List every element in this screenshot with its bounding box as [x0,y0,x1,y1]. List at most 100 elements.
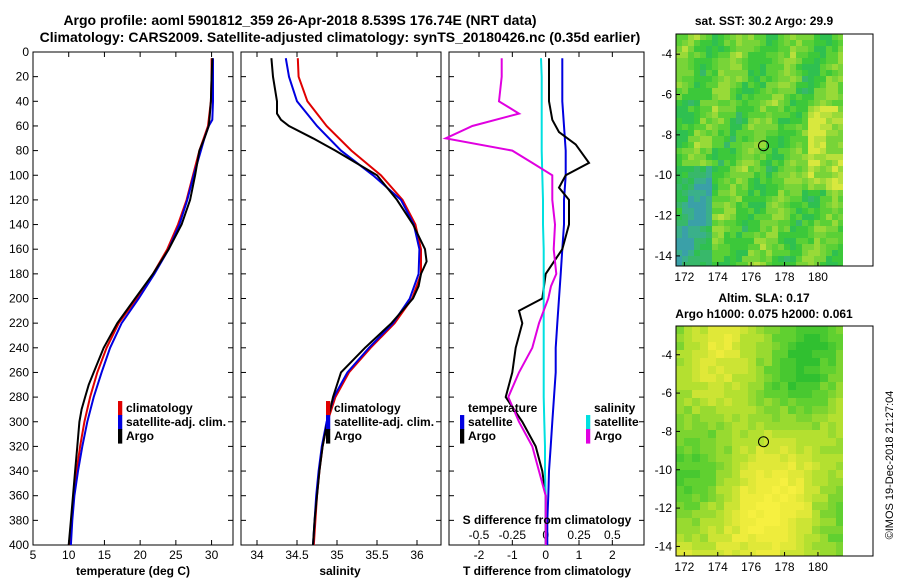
s-x-tick-label: -0.25 [499,528,527,542]
heatmap-cell [748,350,757,359]
t-difference-x-ticks: -2 -1 0 1 2 [474,52,616,562]
heatmap-cell [740,342,749,351]
heatmap-cell [718,70,725,77]
heatmap-cell [748,118,755,125]
heatmap-cell [804,350,813,359]
heatmap-cell [784,52,791,59]
heatmap-cell [688,208,695,215]
heatmap-cell [788,518,797,527]
heatmap-cell [700,94,707,101]
heatmap-cell [796,46,803,53]
heatmap-cell [724,350,733,359]
heatmap-cell [700,76,707,83]
heatmap-cell [712,202,719,209]
heatmap-cell [802,124,809,131]
heatmap-cell [716,542,725,551]
heatmap-cell [724,148,731,155]
heatmap-cell [826,64,833,71]
heatmap-cell [740,390,749,399]
heatmap-cell [754,160,761,167]
heatmap-cell [754,130,761,137]
y-tick-label: 300 [9,415,29,429]
heatmap-cell [676,178,683,185]
heatmap-cell [836,446,844,455]
legend-marker-argo: ▌ [118,429,127,444]
heatmap-cell [796,238,803,245]
heatmap-cell [730,94,737,101]
heatmap-cell [716,534,725,543]
heatmap-cell [790,250,797,257]
heatmap-cell [718,52,725,59]
heatmap-cell [772,462,781,471]
temperature-lines [67,58,214,546]
heatmap-cell [732,390,741,399]
heatmap-cell [772,76,779,83]
series-line-satellite-adj-clim- [69,58,214,546]
heatmap-cell [742,142,749,149]
legend-marker-climatology: ▌ [118,401,127,416]
heatmap-cell [748,494,757,503]
heatmap-cell [712,130,719,137]
heatmap-cell [700,470,709,479]
heatmap-cell [684,454,693,463]
heatmap-cell [724,124,731,131]
x-tick-label: 10 [62,548,76,562]
legend-label-satellite: satellite-adj. clim. [126,415,226,429]
heatmap-cell [688,106,695,113]
heatmap-cell [754,34,761,41]
heatmap-cell [754,94,761,101]
heatmap-cell [790,130,797,137]
heatmap-cell [748,82,755,89]
heatmap-cell [694,220,701,227]
heatmap-cell [790,154,797,161]
heatmap-cell [812,390,821,399]
heatmap-cell [718,256,725,263]
heatmap-cell [820,438,829,447]
heatmap-cell [832,46,839,53]
heatmap-cell [712,118,719,125]
heatmap-cell [700,58,707,65]
heatmap-cell [736,94,743,101]
heatmap-cell [812,334,821,343]
heatmap-cell [812,486,821,495]
heatmap-cell [832,262,839,267]
heatmap-cell [784,220,791,227]
heatmap-cell [814,214,821,221]
heatmap-cell [808,58,815,65]
heatmap-cell [772,494,781,503]
heatmap-cell [808,142,815,149]
heatmap-cell [684,350,693,359]
heatmap-cell [796,220,803,227]
heatmap-cell [708,486,717,495]
heatmap-cell [778,160,785,167]
x-tick-label: 34.5 [285,548,309,562]
heatmap-cell [730,58,737,65]
heatmap-cell [808,112,815,119]
heatmap-cell [748,226,755,233]
heatmap-cell [832,226,839,233]
heatmap-cell [724,462,733,471]
heatmap-cell [706,196,713,203]
heatmap-cell [716,550,725,557]
heatmap-cell [712,232,719,239]
heatmap-cell [772,124,779,131]
heatmap-cell [760,178,767,185]
temperature-axes-frame [32,51,234,546]
lat-tick-label: -10 [655,168,673,182]
heatmap-cell [676,244,683,251]
heatmap-cell [676,256,683,263]
heatmap-cell [814,76,821,83]
heatmap-cell [682,130,689,137]
heatmap-cell [742,88,749,95]
heatmap-cell [716,510,725,519]
heatmap-cell [736,130,743,137]
heatmap-cell [754,256,761,263]
heatmap-cell [760,76,767,83]
heatmap-cell [756,366,765,375]
lat-tick-label: -6 [661,88,672,102]
y-tick-label: 200 [9,292,29,306]
heatmap-cell [760,94,767,101]
heatmap-cell [828,366,837,375]
heatmap-cell [700,526,709,535]
sst-heatmap-cells [676,34,844,267]
